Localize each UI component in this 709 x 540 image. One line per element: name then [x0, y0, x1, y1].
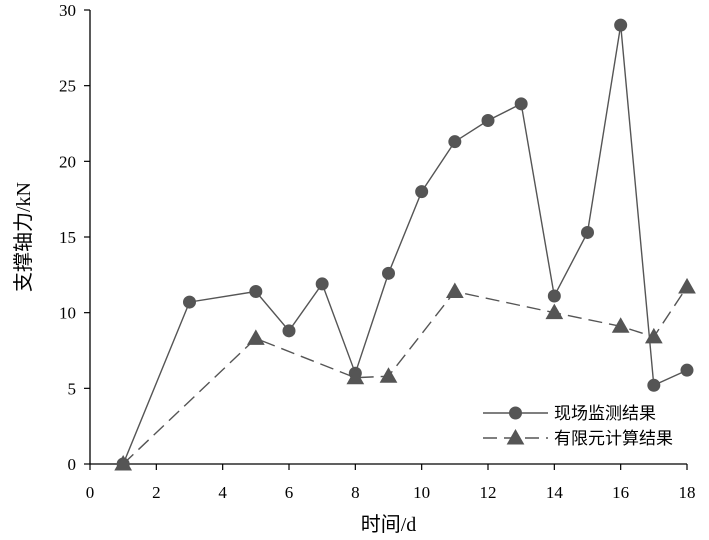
- x-tick-label: 12: [480, 483, 497, 502]
- series-2-point: [246, 329, 265, 345]
- x-tick-label: 0: [86, 483, 95, 502]
- series-2-point: [545, 303, 564, 320]
- series-1-point: [249, 284, 263, 298]
- x-tick-label: 18: [679, 483, 696, 502]
- x-tick-label: 16: [612, 483, 629, 502]
- x-tick-label: 8: [351, 483, 360, 502]
- y-tick-label: 15: [59, 228, 76, 247]
- series-1-line: [122, 24, 688, 465]
- series-1-point: [680, 363, 694, 377]
- series-1-point: [514, 97, 528, 111]
- y-tick-label: 5: [68, 379, 77, 398]
- y-tick-label: 0: [68, 455, 77, 474]
- legend-label-2: 有限元计算结果: [554, 429, 673, 448]
- series-1-point: [315, 277, 329, 291]
- series-1-point: [382, 266, 395, 280]
- series-2-point: [644, 327, 663, 344]
- x-tick-label: 6: [285, 483, 294, 502]
- legend-marker-2: [506, 428, 525, 445]
- series-2-point: [445, 282, 464, 298]
- y-tick-label: 25: [59, 77, 76, 96]
- series-1-point: [282, 324, 296, 338]
- x-tick-label: 14: [546, 483, 564, 502]
- x-tick-label: 10: [413, 483, 430, 502]
- y-tick-label: 30: [59, 1, 76, 20]
- series-2-point: [114, 454, 133, 471]
- series-2: [114, 277, 696, 471]
- series-1-point: [481, 113, 495, 127]
- legend-label-1: 现场监测结果: [554, 404, 656, 423]
- series-2-point: [379, 367, 398, 383]
- series-1-point: [415, 185, 429, 199]
- series-1-point: [581, 225, 594, 239]
- legend-marker-1: [509, 406, 522, 420]
- series-2-point: [346, 368, 365, 385]
- series-1-point: [547, 289, 561, 303]
- x-tick-label: 2: [152, 483, 161, 502]
- series-2-point: [611, 317, 630, 333]
- y-tick-label: 10: [59, 304, 76, 323]
- series-1-point: [448, 135, 462, 149]
- series-layer: [114, 18, 696, 471]
- series-1-point: [614, 18, 628, 32]
- x-tick-label: 4: [218, 483, 227, 502]
- series-1: [116, 18, 694, 471]
- x-axis-title: 时间/d: [361, 513, 417, 536]
- y-axis-title: 支撑轴力/kN: [12, 182, 35, 292]
- series-1-point: [647, 378, 661, 392]
- series-1-point: [183, 295, 196, 309]
- y-tick-label: 20: [59, 152, 76, 171]
- series-2-point: [678, 277, 696, 294]
- axes: 0 5 10 15 20 25 30 0 2 4 6 8 10 12 14 16 18: [59, 1, 696, 502]
